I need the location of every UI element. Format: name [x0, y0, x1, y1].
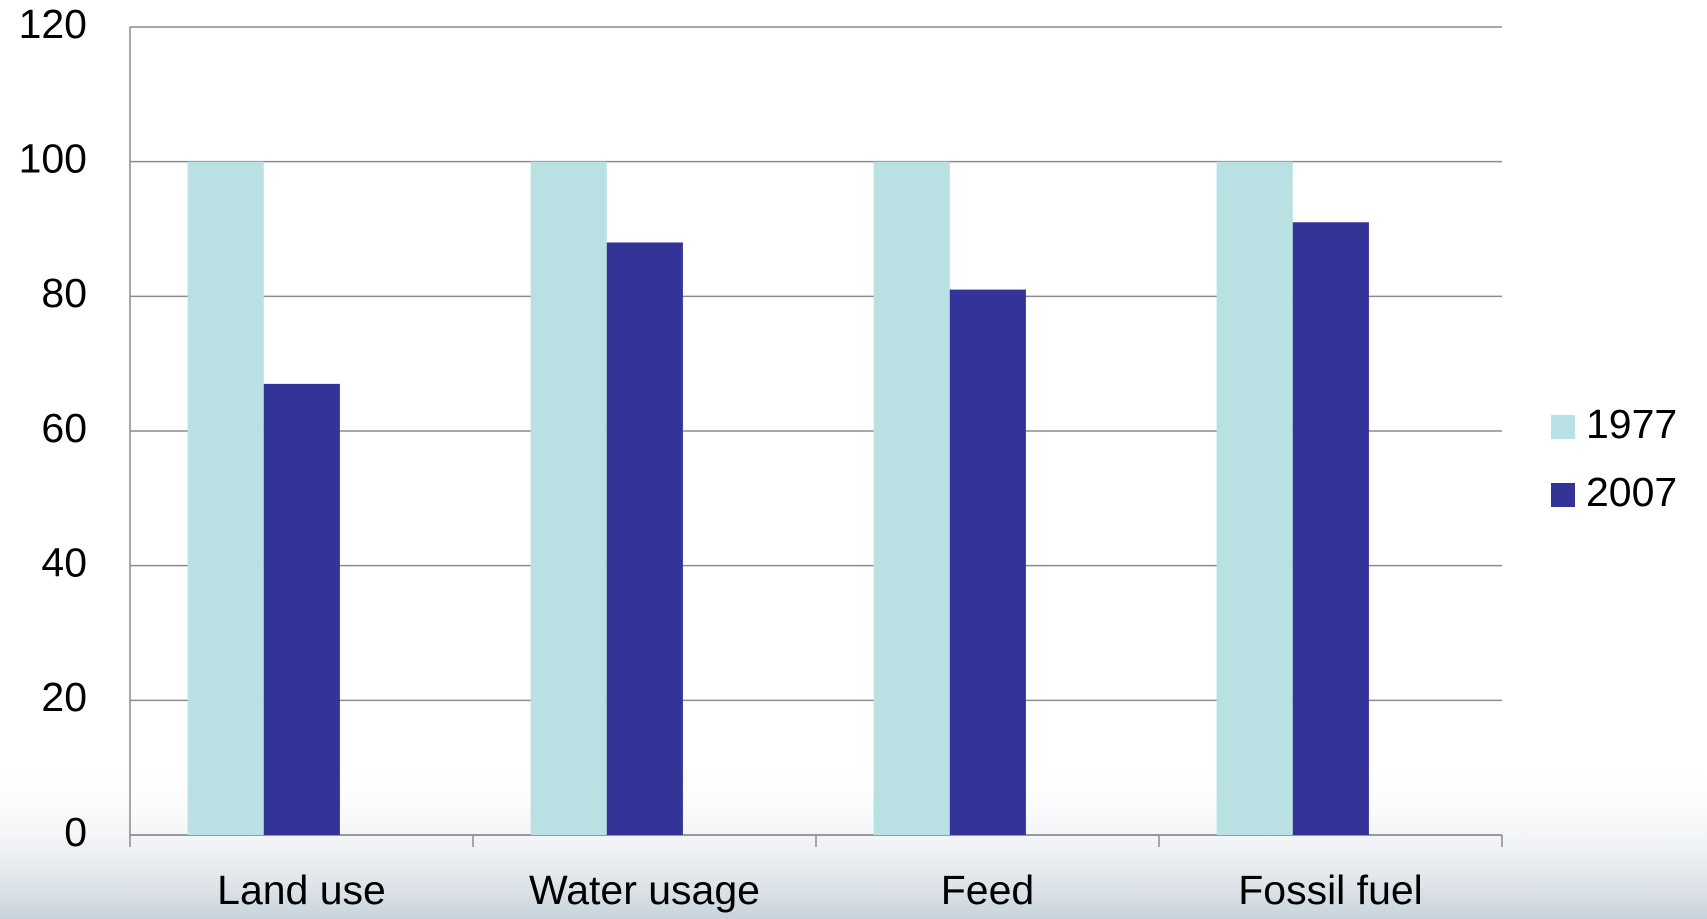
y-tick-label: 80 — [41, 270, 87, 316]
y-tick-label: 60 — [41, 405, 87, 451]
bar — [1292, 222, 1369, 835]
y-tick-label: 20 — [41, 674, 87, 720]
bar — [606, 242, 683, 835]
y-tick-label: 120 — [19, 1, 87, 47]
bar — [530, 161, 607, 835]
y-tick-label: 40 — [41, 539, 87, 585]
x-tick-label: Land use — [217, 867, 386, 913]
bar — [263, 383, 340, 835]
bar — [949, 289, 1026, 836]
legend-label: 1977 — [1586, 401, 1677, 447]
legend-label: 2007 — [1586, 469, 1677, 515]
bar — [187, 161, 264, 835]
x-tick-label: Feed — [941, 867, 1034, 913]
y-tick-label: 0 — [64, 809, 87, 855]
bar — [1216, 161, 1293, 835]
x-tick-label: Water usage — [529, 867, 760, 913]
legend-swatch — [1551, 415, 1575, 439]
x-tick-label: Fossil fuel — [1238, 867, 1423, 913]
legend-swatch — [1551, 483, 1575, 507]
bar — [873, 161, 950, 835]
y-tick-label: 100 — [19, 135, 87, 181]
